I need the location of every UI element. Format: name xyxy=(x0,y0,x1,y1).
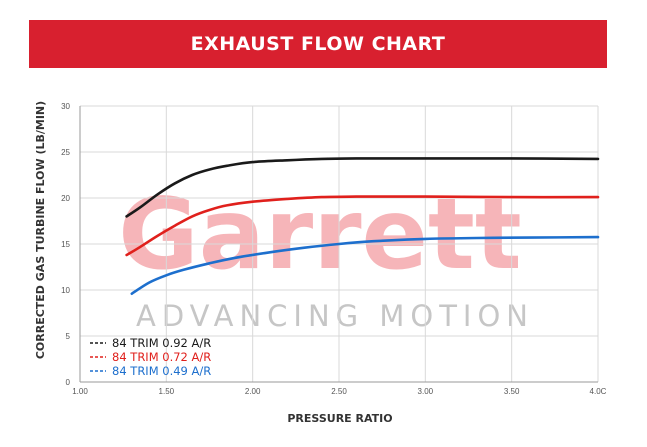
series-line xyxy=(130,235,600,295)
chart-title: EXHAUST FLOW CHART xyxy=(190,33,446,55)
grid xyxy=(80,105,599,382)
watermark-tagline: ADVANCING MOTION xyxy=(136,299,534,333)
series-lines xyxy=(125,157,600,295)
legend-label: 84 TRIM 0.92 A/R xyxy=(112,336,211,350)
x-tick-label: 1.50 xyxy=(159,387,175,396)
y-tick-label: 15 xyxy=(61,240,70,249)
y-tick-label: 25 xyxy=(61,148,70,157)
y-axis-title: CORRECTED GAS TURBINE FLOW (LB/MIN) xyxy=(34,101,47,359)
x-tick-label: 4.0C xyxy=(590,387,607,396)
x-tick-label: 2.00 xyxy=(245,387,261,396)
y-tick-label: 10 xyxy=(61,286,70,295)
y-tick-label: 20 xyxy=(61,194,70,203)
tick-labels: 1.00 1.50 2.00 2.50 3.00 3.50 4.0C 0 5 10 15 20 25 30 xyxy=(61,102,607,396)
x-axis-title: PRESSURE RATIO xyxy=(287,412,392,425)
x-tick-label: 2.50 xyxy=(331,387,347,396)
watermark: Garrett ADVANCING MOTION xyxy=(118,178,534,333)
legend-label: 84 TRIM 0.72 A/R xyxy=(112,350,211,364)
y-tick-label: 5 xyxy=(66,332,71,341)
series-line xyxy=(125,195,600,257)
legend: 84 TRIM 0.92 A/R84 TRIM 0.72 A/R84 TRIM … xyxy=(90,336,211,378)
axes xyxy=(79,106,598,383)
y-tick-label: 30 xyxy=(61,102,70,111)
watermark-brand: Garrett xyxy=(118,178,521,292)
series-line xyxy=(125,157,600,218)
y-tick-label: 0 xyxy=(66,378,71,387)
legend-label: 84 TRIM 0.49 A/R xyxy=(112,364,211,378)
chart-title-banner: EXHAUST FLOW CHART xyxy=(29,20,607,68)
x-tick-label: 3.00 xyxy=(418,387,434,396)
x-tick-label: 1.00 xyxy=(72,387,88,396)
x-tick-label: 3.50 xyxy=(504,387,520,396)
